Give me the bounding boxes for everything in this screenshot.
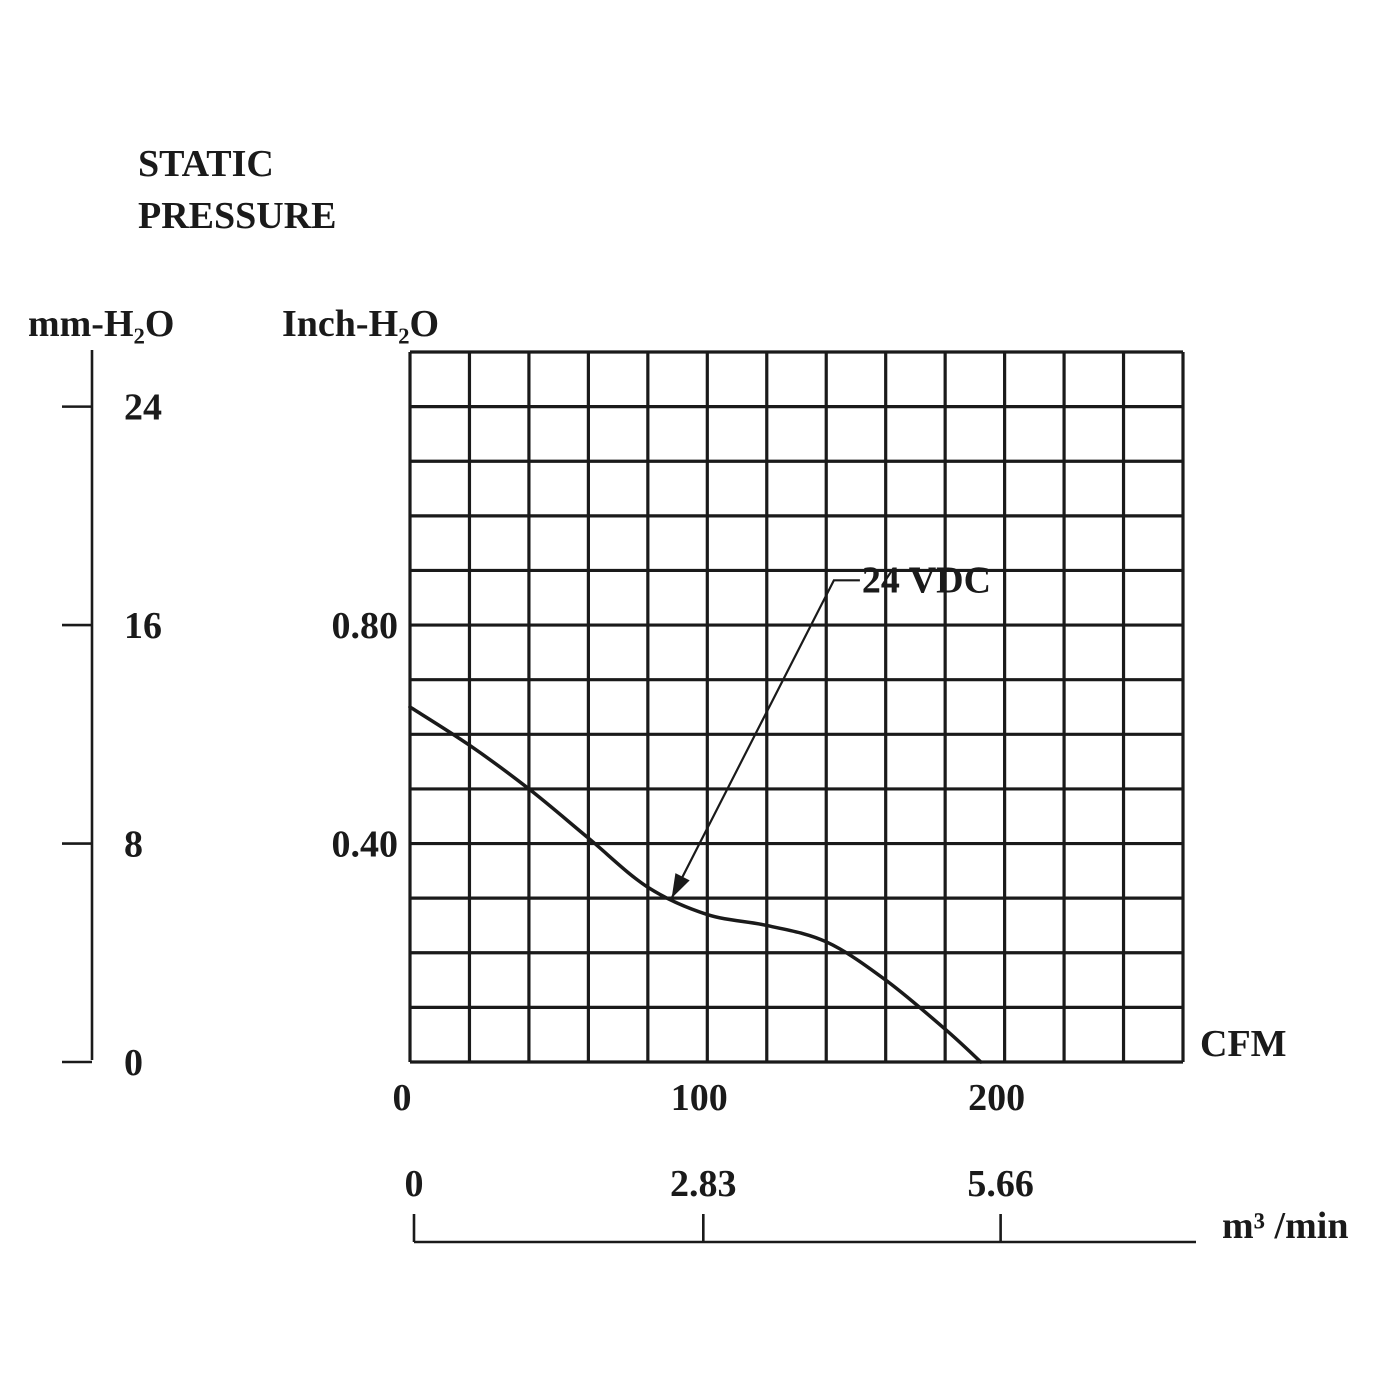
annotation-label-24-vdc: 24 VDC (862, 559, 991, 601)
x2-tick-label: 5.66 (967, 1163, 1034, 1205)
x-axis-m3-unit-label: m³ /min (1222, 1205, 1348, 1247)
y-tick-label: 0.40 (332, 824, 399, 866)
annotation-layer: 24 VDC (670, 559, 991, 899)
mm-tick-label: 0 (124, 1042, 143, 1084)
inch-h2o-tick-labels: 0.40 0.80 (332, 605, 399, 865)
x-axis-cfm-unit-label: CFM (1200, 1023, 1287, 1065)
m3-per-min-scale: 0 2.83 5.66 (405, 1163, 1196, 1244)
mm-tick-label: 24 (124, 387, 162, 429)
x-tick-label: 0 (393, 1077, 412, 1119)
annotation-arrowhead (671, 873, 690, 899)
chart-title-line-1: STATIC (138, 143, 274, 185)
x-tick-label: 100 (671, 1077, 728, 1119)
mm-tick-label: 16 (124, 605, 162, 647)
x2-tick-label: 0 (405, 1163, 424, 1205)
chart-grid (408, 350, 1185, 1064)
series-line-24-vdc (408, 705, 983, 1064)
annotation-leader-line (670, 579, 860, 899)
y-axis-mm-unit-label: mm-H₂O (28, 303, 174, 345)
series-layer (408, 705, 983, 1064)
mm-tick-label: 8 (124, 824, 143, 866)
cfm-tick-labels: 0 100 200 (393, 1077, 1026, 1119)
x-tick-label: 200 (968, 1077, 1025, 1119)
mm-h2o-scale: 0 8 16 24 (62, 350, 162, 1084)
y-axis-inch-unit-label: Inch-H₂O (282, 303, 439, 345)
y-tick-label: 0.80 (332, 605, 399, 647)
chart-title-line-2: PRESSURE (138, 195, 337, 237)
x2-tick-label: 2.83 (670, 1163, 737, 1205)
